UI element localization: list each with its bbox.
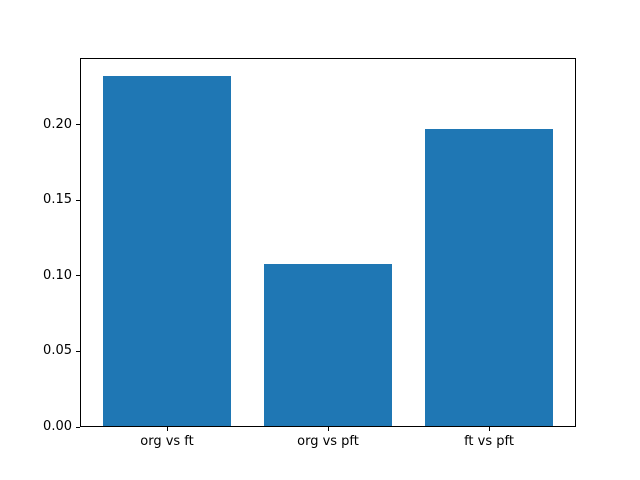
y-tick-mark (76, 124, 80, 125)
y-tick-mark (76, 426, 80, 428)
bar-org-vs-ft (102, 76, 232, 426)
bar-org-vs-pft (263, 263, 393, 426)
y-tick-mark (76, 199, 80, 201)
x-tick-mark (488, 427, 490, 431)
x-tick-label-ft-vs-pft: ft vs pft (464, 434, 514, 449)
y-tick-label: 0.15 (43, 192, 72, 208)
y-tick-label: 0.00 (43, 419, 72, 434)
x-tick-mark (166, 427, 168, 431)
y-tick-label: 0.05 (43, 343, 72, 359)
x-tick-label-org-vs-ft: org vs ft (140, 434, 194, 449)
y-tick-mark (76, 275, 80, 277)
x-tick-label-org-vs-pft: org vs pft (297, 434, 359, 449)
y-tick-label: 0.20 (43, 116, 72, 132)
x-tick-mark (327, 427, 329, 431)
bar-ft-vs-pft (424, 129, 554, 426)
y-tick-mark (76, 350, 80, 352)
y-tick-label: 0.10 (43, 267, 72, 283)
